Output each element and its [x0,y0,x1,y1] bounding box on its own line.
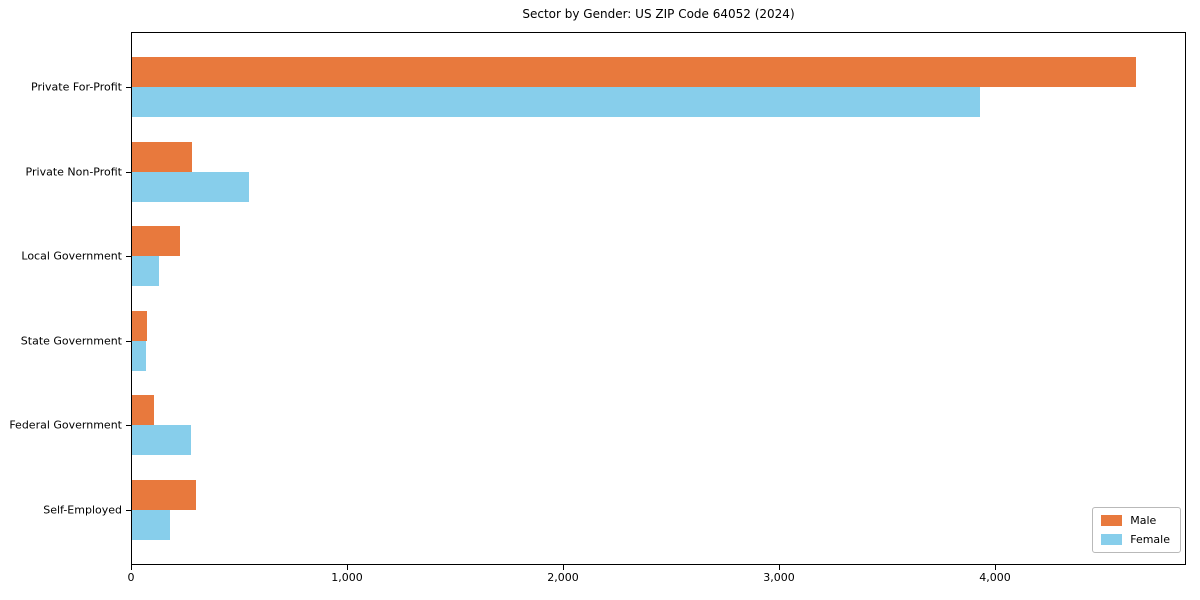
x-tick-0 [131,565,132,570]
y-tick-2 [126,256,131,257]
x-tick-label-1: 1,000 [331,571,363,584]
x-tick-1 [347,565,348,570]
bar-male-1 [132,142,192,172]
legend-item-female: Female [1101,533,1170,546]
x-tick-label-3: 3,000 [763,571,795,584]
y-tick-3 [126,341,131,342]
legend-item-male: Male [1101,514,1170,527]
y-tick-label-4: Federal Government [9,418,122,432]
y-tick-label-3: State Government [20,334,122,348]
legend-label-male: Male [1130,514,1157,527]
x-tick-4 [995,565,996,570]
chart-title: Sector by Gender: US ZIP Code 64052 (202… [522,7,795,21]
bar-male-0 [132,57,1136,87]
bar-male-5 [132,480,196,510]
x-tick-label-2: 2,000 [547,571,579,584]
bar-female-1 [132,172,249,202]
bar-female-3 [132,341,146,371]
bar-male-4 [132,395,154,425]
y-tick-5 [126,510,131,511]
y-tick-4 [126,425,131,426]
bar-female-2 [132,256,159,286]
y-tick-label-5: Self-Employed [43,503,122,517]
y-tick-0 [126,87,131,88]
bar-female-0 [132,87,980,117]
bar-female-4 [132,425,191,455]
y-tick-label-1: Private Non-Profit [25,165,122,179]
legend-swatch-female [1101,534,1123,545]
legend-label-female: Female [1130,533,1170,546]
x-tick-2 [563,565,564,570]
y-tick-label-0: Private For-Profit [31,80,122,94]
x-tick-label-0: 0 [127,571,135,584]
x-tick-label-4: 4,000 [979,571,1011,584]
bar-male-3 [132,311,147,341]
y-tick-1 [126,172,131,173]
bar-female-5 [132,510,170,540]
bar-male-2 [132,226,180,256]
legend-swatch-male [1101,515,1123,526]
x-tick-3 [779,565,780,570]
plot-area [131,32,1186,565]
y-tick-label-2: Local Government [21,249,122,263]
legend: Male Female [1092,507,1181,553]
